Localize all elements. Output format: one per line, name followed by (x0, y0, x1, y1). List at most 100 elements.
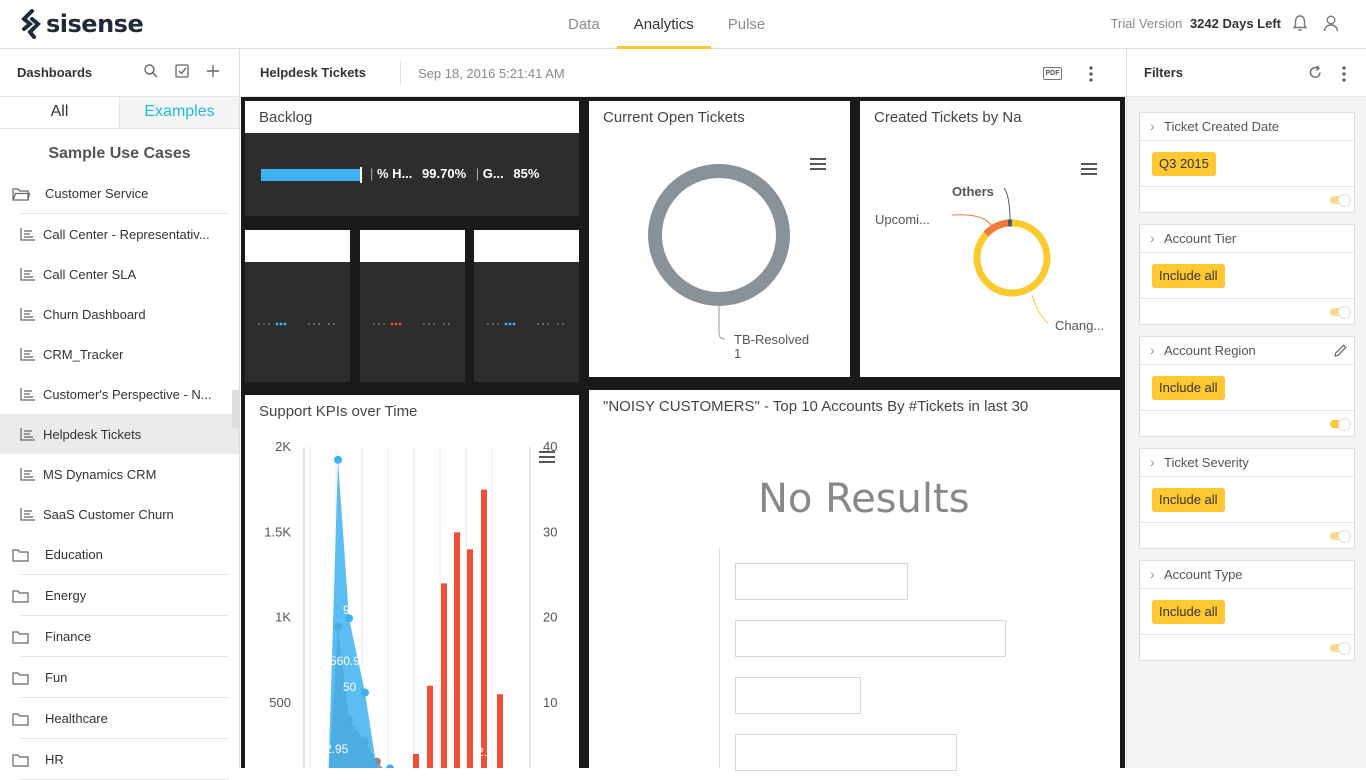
add-dashboard-icon[interactable] (205, 63, 221, 79)
mini-widget-header (474, 230, 579, 262)
donut-chart (860, 101, 1120, 377)
folder-icon (12, 548, 30, 562)
logo-text: sisense (46, 10, 143, 38)
filter-value-pill[interactable]: Include all (1152, 264, 1225, 288)
placeholder-bar (735, 677, 861, 714)
mini-widget-3[interactable] (474, 230, 579, 382)
dashboards-sidebar: Dashboards All Examples Sample Use Cases… (0, 49, 240, 768)
sidebar-dashboard-item[interactable]: Helpdesk Tickets (0, 414, 239, 454)
sidebar-folder[interactable]: Customer Service (0, 173, 239, 214)
dashboard-icon (20, 507, 36, 521)
filter-card[interactable]: Ticket Severity Include all (1139, 448, 1355, 549)
filter-toggle[interactable] (1330, 420, 1350, 428)
donut-slice-tb-resolved (655, 171, 783, 299)
filter-toggle[interactable] (1330, 196, 1350, 204)
placeholder-bar (735, 563, 908, 600)
filter-value-pill[interactable]: Q3 2015 (1152, 152, 1216, 176)
reset-filters-icon[interactable] (1308, 65, 1323, 80)
series-red-bar (497, 694, 503, 768)
sisense-logo[interactable]: sisense (20, 8, 143, 40)
progress-marker (360, 167, 362, 183)
widget-backlog[interactable]: Backlog (245, 101, 579, 133)
filter-value-pill[interactable]: Include all (1152, 488, 1225, 512)
edit-filter-icon[interactable] (1333, 343, 1348, 358)
sidebar-dashboard-item[interactable]: Churn Dashboard (0, 294, 239, 334)
filter-toggle[interactable] (1330, 308, 1350, 316)
filter-name[interactable]: Ticket Created Date (1140, 113, 1354, 141)
y-right-tick-label: 40 (543, 439, 557, 454)
metric1-label: % H... (377, 166, 412, 181)
donut-slice-upcoming (986, 223, 1008, 234)
filter-name[interactable]: Account Tier (1140, 225, 1354, 253)
mini-widget-2[interactable] (360, 230, 465, 382)
data-label: 560.9 (330, 654, 360, 668)
sidebar-header: Dashboards (0, 49, 239, 97)
folder-icon (12, 630, 30, 644)
sidebar-dashboard-item[interactable]: MS Dynamics CRM (0, 454, 239, 494)
filter-card[interactable]: Ticket Created Date Q3 2015 (1139, 112, 1355, 213)
sidebar-dashboard-item[interactable]: CRM_Tracker (0, 334, 239, 374)
folder-icon (12, 589, 30, 603)
sidebar-folder[interactable]: Healthcare (0, 698, 239, 739)
filter-card[interactable]: Account Region Include all (1139, 336, 1355, 437)
sidebar-dashboard-item[interactable]: Call Center - Representativ... (0, 214, 239, 254)
filter-name[interactable]: Account Region (1140, 337, 1354, 365)
sidebar-collapse-handle[interactable] (232, 390, 240, 428)
filter-name-label: Ticket Severity (1164, 455, 1249, 470)
placeholder-axis (719, 548, 720, 768)
series-red-bar (481, 490, 487, 768)
filter-toggle[interactable] (1330, 532, 1350, 540)
mini-widget-1[interactable] (245, 230, 350, 382)
top-bar: sisense Data Analytics Pulse Trial Versi… (0, 0, 1366, 49)
backlog-progress-fill (261, 169, 361, 181)
filter-toggle[interactable] (1330, 644, 1350, 652)
series-red-bar (454, 532, 460, 768)
sidebar-dashboard-item[interactable]: Call Center SLA (0, 254, 239, 294)
sidebar-dashboard-item[interactable]: Customer's Perspective - N... (0, 374, 239, 414)
sidebar-folder[interactable]: HR (0, 739, 239, 780)
sidebar-item-label: Call Center SLA (43, 267, 136, 282)
nav-tab-analytics[interactable]: Analytics (617, 0, 711, 49)
filter-card[interactable]: Account Tier Include all (1139, 224, 1355, 325)
sidebar-tabs: All Examples (0, 97, 239, 129)
widget-created-tickets-by-nature[interactable]: Created Tickets by Na Others Upcomi... C… (860, 101, 1120, 377)
nav-tab-data[interactable]: Data (551, 0, 617, 49)
series-blue-area-point (334, 456, 342, 464)
placeholder-bar (735, 620, 1006, 657)
tab-examples[interactable]: Examples (120, 97, 239, 128)
pdf-export-icon[interactable]: PDF (1043, 67, 1062, 80)
widget-current-open-tickets[interactable]: Current Open Tickets TB-Resolved 1 (589, 101, 850, 377)
label-changes: Chang... (1055, 318, 1104, 333)
dashboard-icon (20, 347, 36, 361)
mini-sparkline (360, 262, 465, 382)
filter-value-pill[interactable]: Include all (1152, 600, 1225, 624)
filter-name[interactable]: Ticket Severity (1140, 449, 1354, 477)
sidebar-dashboard-item[interactable]: SaaS Customer Churn (0, 494, 239, 534)
sidebar-item-label: Fun (45, 670, 67, 685)
sidebar-folder[interactable]: Energy (0, 575, 239, 616)
search-icon[interactable] (143, 63, 159, 79)
metric2-label: G... (483, 166, 504, 181)
y-left-tick-label: 2K (275, 439, 291, 454)
manage-checklist-icon[interactable] (174, 63, 190, 79)
sidebar-folder[interactable]: Fun (0, 657, 239, 698)
filter-value-pill[interactable]: Include all (1152, 376, 1225, 400)
filter-card[interactable]: Account Type Include all (1139, 560, 1355, 661)
filters-menu-icon[interactable] (1342, 66, 1346, 82)
filter-name-label: Account Type (1164, 567, 1243, 582)
filter-name[interactable]: Account Type (1140, 561, 1354, 589)
data-label: 38 (466, 476, 480, 490)
sidebar-folder[interactable]: Finance (0, 616, 239, 657)
sidebar-item-label: Education (45, 547, 103, 562)
nav-tab-pulse[interactable]: Pulse (711, 0, 783, 49)
user-avatar-icon[interactable] (1322, 14, 1340, 32)
notification-bell-icon[interactable] (1291, 14, 1309, 32)
trial-info: Trial Version 3242 Days Left (1111, 16, 1281, 31)
dashboard-header: Helpdesk Tickets Sep 18, 2016 5:21:41 AM… (241, 49, 1125, 97)
dashboard-menu-icon[interactable] (1089, 66, 1093, 82)
tab-all[interactable]: All (0, 97, 120, 128)
sidebar-folder[interactable]: Education (0, 534, 239, 575)
mini-widget-header (245, 230, 350, 262)
